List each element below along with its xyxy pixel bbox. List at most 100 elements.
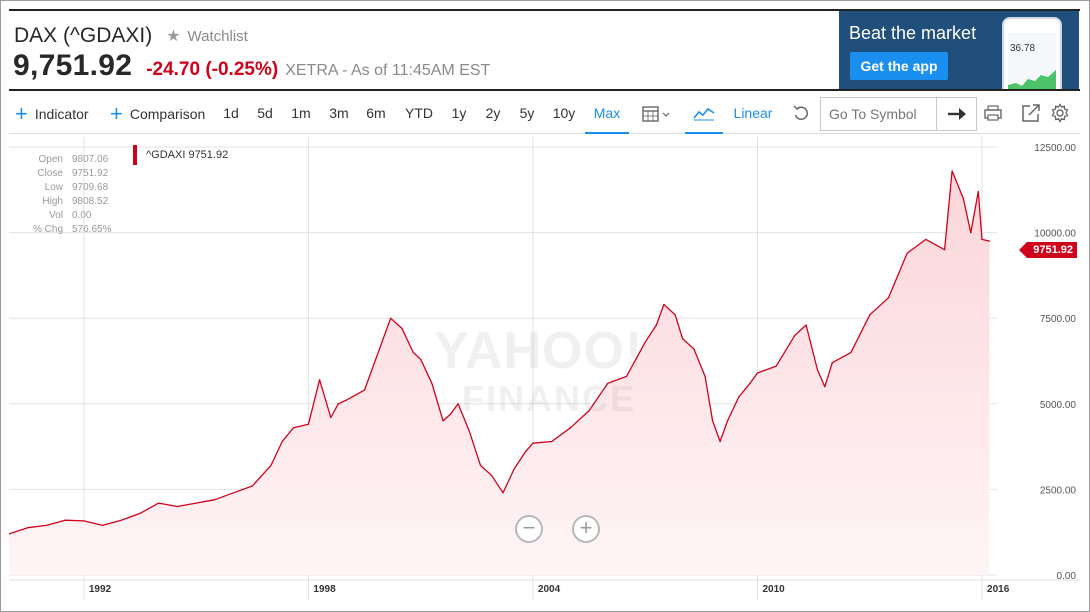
symbol-search (820, 97, 977, 131)
data-point (726, 420, 729, 422)
scale-button[interactable]: Linear (733, 105, 773, 121)
data-point (977, 190, 979, 193)
data-point (431, 382, 433, 384)
phone-illustration: 36.78 (1002, 17, 1062, 89)
data-point (232, 492, 235, 494)
app-ad-banner[interactable]: Beat the market Get the app 36.78 (839, 11, 1079, 89)
last-price-tag: 9751.92 (1019, 242, 1077, 258)
data-point (468, 430, 470, 432)
range-1m[interactable]: 1m (291, 105, 311, 121)
data-point (307, 423, 309, 425)
range-ytd[interactable]: YTD (405, 105, 433, 121)
current-price: 9,751.92 (13, 49, 133, 82)
ohlc-value: 0.00 (72, 210, 92, 221)
data-point (382, 338, 384, 340)
data-point (805, 324, 807, 326)
phone-value: 36.78 (1010, 43, 1036, 54)
ad-title: Beat the market (849, 23, 977, 43)
ohlc-panel: Open 9807.06 Close 9751.92 Low 9709.68 High 980… (21, 153, 112, 237)
data-point (412, 351, 414, 353)
data-point (524, 451, 527, 453)
symbol-input[interactable] (821, 98, 937, 130)
range-1y[interactable]: 1y (451, 105, 467, 121)
data-point (970, 232, 972, 234)
chart-toolbar: + Indicator + Comparison 1d 5d 1m 3m 6m … (9, 94, 1080, 134)
data-point (139, 512, 141, 514)
data-point (442, 420, 444, 422)
get-app-button[interactable]: Get the app (850, 52, 948, 80)
add-comparison-button[interactable]: + Comparison (110, 94, 205, 134)
ohlc-label: Vol (49, 210, 63, 221)
data-point (292, 427, 294, 429)
data-point (719, 440, 721, 443)
range-max[interactable]: Max (585, 94, 629, 134)
data-point (401, 327, 403, 330)
data-point (251, 485, 253, 487)
data-point (45, 524, 48, 526)
legend-label: ^GDAXI 9751.92 (146, 149, 229, 161)
ohlc-value: 9709.68 (72, 182, 109, 193)
data-point (756, 372, 759, 374)
ohlc-row: Low 9709.68 (21, 181, 111, 195)
data-point (270, 464, 272, 466)
range-3m[interactable]: 3m (329, 105, 349, 121)
exchange-info: XETRA - As of 11:45AM EST (285, 62, 491, 79)
data-point (502, 492, 504, 494)
add-indicator-button[interactable]: + Indicator (15, 94, 89, 134)
series-area-fill (9, 171, 990, 575)
data-point (64, 519, 66, 521)
calendar-range-button[interactable] (637, 94, 675, 134)
data-point (988, 240, 991, 242)
range-1d[interactable]: 1d (223, 105, 239, 121)
reset-button[interactable] (790, 94, 812, 134)
data-point (513, 468, 515, 470)
watchlist-label: Watchlist (187, 27, 248, 45)
data-point (479, 464, 482, 466)
data-point (214, 499, 216, 501)
calendar-icon (642, 106, 670, 122)
data-point (682, 338, 684, 340)
print-button[interactable] (980, 100, 1006, 126)
data-point (390, 317, 392, 319)
x-tick-label: 1992 (89, 584, 112, 595)
x-tick-label: 2010 (762, 584, 785, 595)
data-point (625, 375, 628, 377)
ohlc-label: Open (38, 154, 63, 165)
data-point (775, 365, 777, 367)
range-5d[interactable]: 5d (257, 105, 273, 121)
data-point (824, 386, 826, 388)
data-point (8, 533, 10, 535)
data-point (712, 420, 714, 422)
chart-type-button[interactable] (685, 94, 723, 134)
ohlc-label: High (42, 196, 63, 207)
data-point (906, 252, 908, 254)
page-title: DAX (^GDAXI) (14, 24, 153, 47)
external-link-icon (1022, 104, 1040, 122)
chart-area[interactable]: YAHOO! FINANCE 0.00 2500.00 5000.00 7500.00… (8, 137, 1080, 600)
data-point (944, 249, 946, 251)
data-point (27, 527, 29, 529)
data-point (83, 520, 85, 522)
data-point (674, 314, 676, 316)
range-6m[interactable]: 6m (366, 105, 386, 121)
settings-button[interactable] (1047, 100, 1073, 126)
data-point (850, 351, 852, 353)
watchlist-button[interactable]: ★ Watchlist (166, 26, 248, 46)
go-button[interactable] (936, 98, 976, 130)
phone-screen: 36.78 (1008, 33, 1056, 89)
chart-legend[interactable]: ^GDAXI 9751.92 (133, 145, 228, 165)
zoom-in-button[interactable]: + (572, 515, 600, 543)
range-5y[interactable]: 5y (519, 105, 535, 121)
data-point (281, 440, 283, 443)
share-button[interactable] (1018, 100, 1044, 126)
y-tick-label: 10000.00 (1034, 229, 1076, 240)
price-chart[interactable]: 0.00 2500.00 5000.00 7500.00 10000.00 12500.0… (8, 137, 1080, 600)
ohlc-label: % Chg (32, 224, 63, 235)
range-10y[interactable]: 10y (552, 105, 576, 121)
data-point (195, 502, 197, 504)
zoom-out-button[interactable]: − (515, 515, 543, 543)
data-point (831, 362, 833, 364)
range-2y[interactable]: 2y (485, 105, 501, 121)
data-point (951, 170, 953, 172)
data-point (491, 475, 493, 477)
